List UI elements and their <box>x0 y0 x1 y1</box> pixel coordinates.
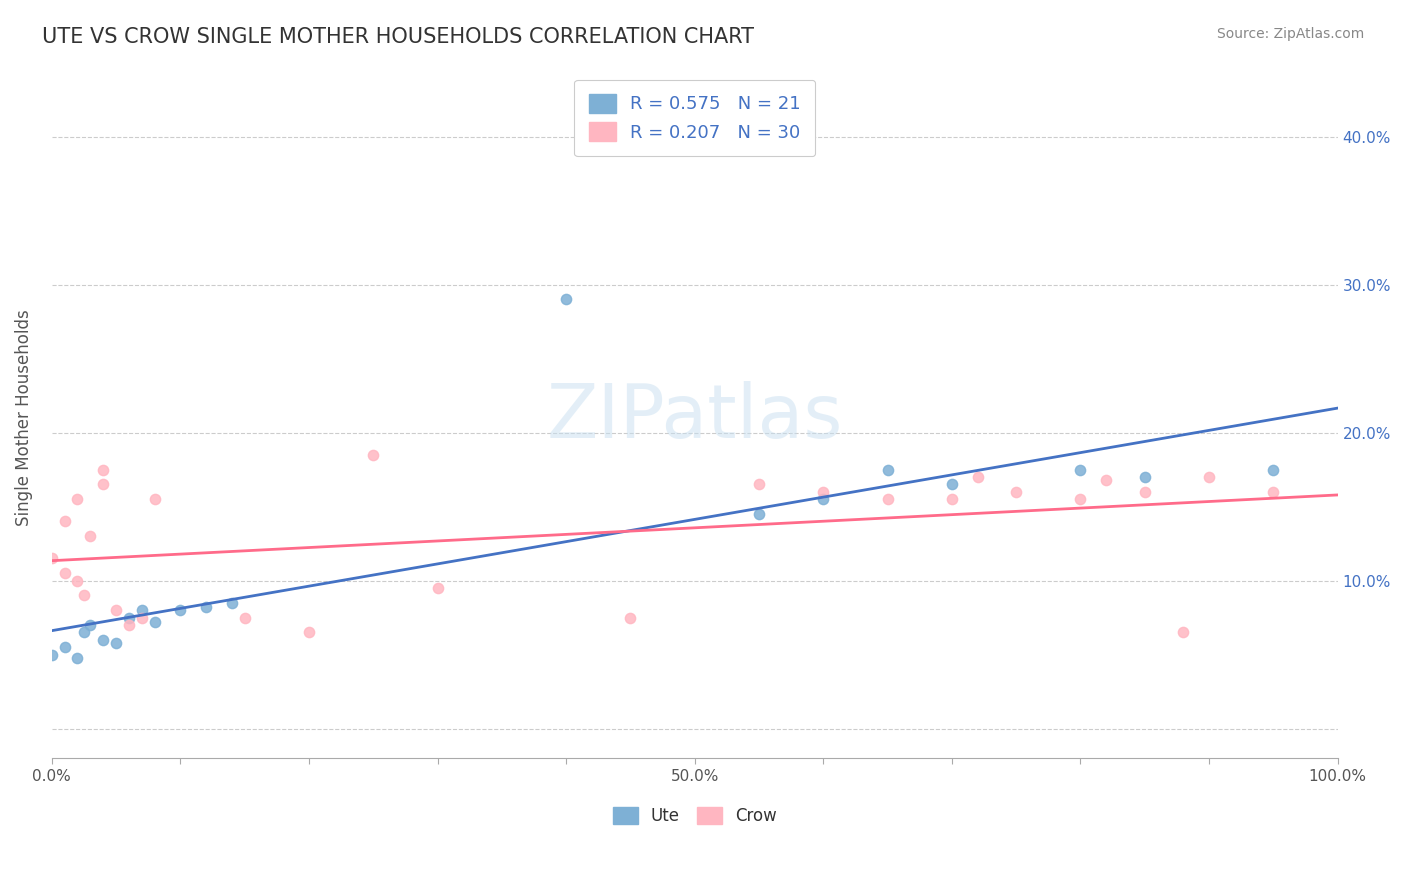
Point <box>66 574 89 588</box>
Point <box>79 529 101 543</box>
Point <box>118 618 141 632</box>
Y-axis label: Single Mother Households: Single Mother Households <box>15 310 32 526</box>
Point <box>41 648 63 662</box>
Point <box>555 293 578 307</box>
Point <box>1133 470 1156 484</box>
Point <box>53 566 76 581</box>
Point <box>41 551 63 566</box>
Point <box>105 603 128 617</box>
Point <box>73 589 96 603</box>
Point <box>941 492 963 507</box>
Point <box>143 615 166 629</box>
Point <box>813 484 835 499</box>
Text: ZIPatlas: ZIPatlas <box>547 382 842 454</box>
Point <box>748 477 770 491</box>
Text: Source: ZipAtlas.com: Source: ZipAtlas.com <box>1216 27 1364 41</box>
Point <box>426 581 449 595</box>
Point <box>298 625 321 640</box>
Point <box>233 610 256 624</box>
Point <box>66 650 89 665</box>
Point <box>813 492 835 507</box>
Point <box>73 625 96 640</box>
Point <box>1263 484 1285 499</box>
Point <box>91 632 114 647</box>
Point <box>169 603 191 617</box>
Point <box>53 640 76 655</box>
Legend: Ute, Crow: Ute, Crow <box>606 800 783 831</box>
Point <box>91 463 114 477</box>
Point <box>66 492 89 507</box>
Point <box>1005 484 1028 499</box>
Point <box>748 507 770 521</box>
Point <box>195 600 218 615</box>
Point <box>221 596 243 610</box>
Point <box>53 515 76 529</box>
Point <box>966 470 988 484</box>
Point <box>876 463 898 477</box>
Point <box>1095 473 1118 487</box>
Point <box>131 610 153 624</box>
Point <box>1198 470 1220 484</box>
Point <box>876 492 898 507</box>
Point <box>1263 463 1285 477</box>
Text: UTE VS CROW SINGLE MOTHER HOUSEHOLDS CORRELATION CHART: UTE VS CROW SINGLE MOTHER HOUSEHOLDS COR… <box>42 27 754 46</box>
Point <box>143 492 166 507</box>
Point <box>131 603 153 617</box>
Point <box>1069 492 1091 507</box>
Point <box>941 477 963 491</box>
Point <box>79 618 101 632</box>
Point <box>118 610 141 624</box>
Point <box>1133 484 1156 499</box>
Point <box>361 448 384 462</box>
Point <box>91 477 114 491</box>
Point <box>619 610 641 624</box>
Point <box>105 636 128 650</box>
Point <box>1069 463 1091 477</box>
Point <box>1173 625 1195 640</box>
